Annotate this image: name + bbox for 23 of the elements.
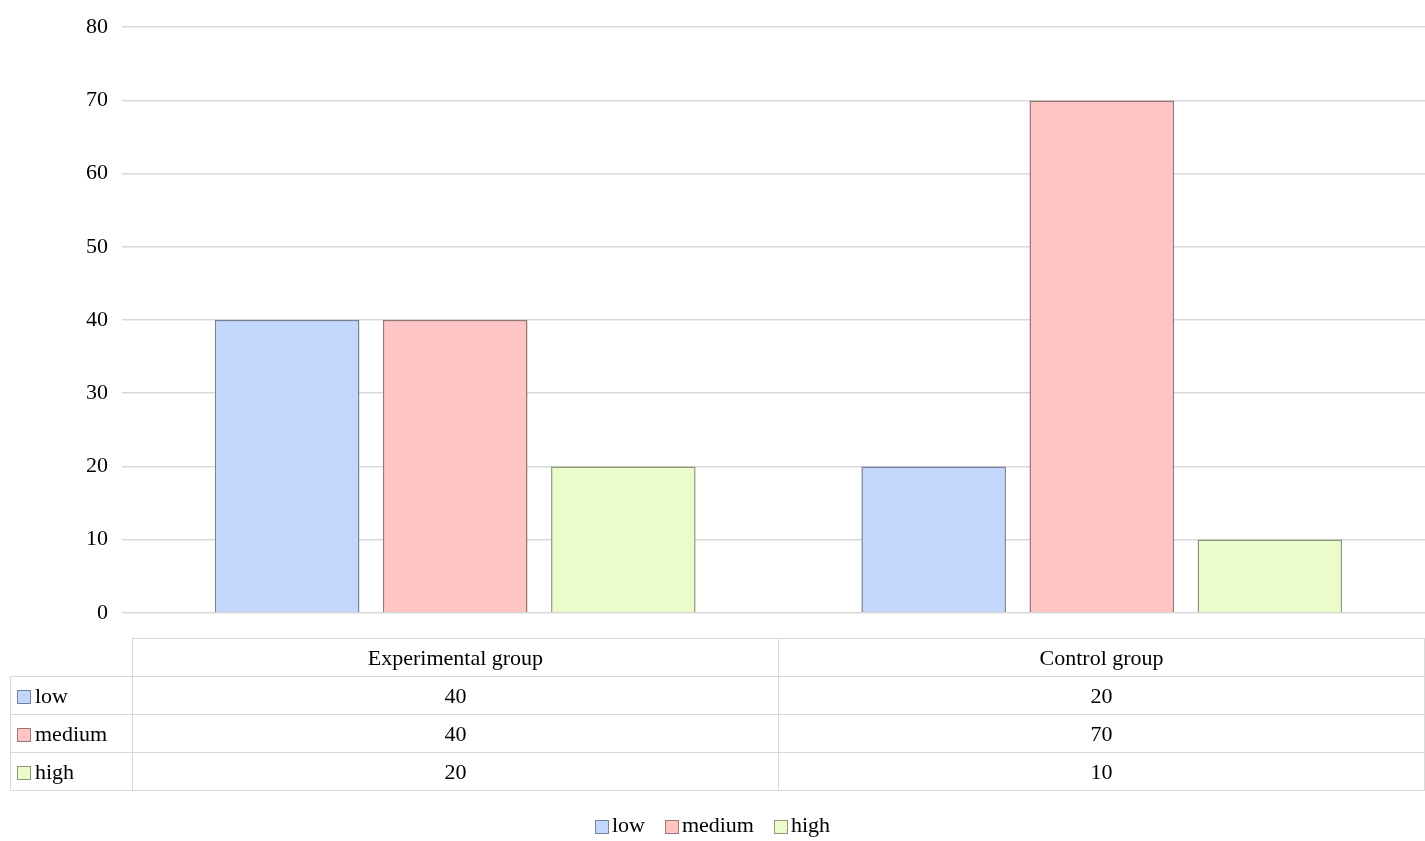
- text: low: [611, 812, 645, 837]
- data-label: 40: [132, 714, 779, 753]
- data-label: 20: [778, 676, 1425, 715]
- y-tick-label: 10: [86, 525, 108, 551]
- x-tick-label: Experimental group: [132, 638, 779, 677]
- data-label: 10: [778, 752, 1425, 791]
- legend-label: high: [790, 812, 831, 837]
- y-tick-label: 30: [86, 378, 108, 404]
- text: high: [35, 758, 75, 784]
- data-label: 20: [132, 752, 779, 791]
- y-tick-label: 20: [86, 452, 108, 478]
- y-tick-label: 60: [86, 159, 108, 185]
- text: medium: [35, 720, 108, 746]
- data-label: 70: [778, 714, 1425, 753]
- legend-label: low: [10, 676, 133, 715]
- y-tick-label: 0: [97, 598, 108, 624]
- x-tick-label: Control group: [778, 638, 1425, 677]
- y-tick-label: 40: [86, 305, 108, 331]
- legend-label: medium: [680, 812, 754, 837]
- y-tick-label: 50: [86, 232, 108, 258]
- data-label: 40: [132, 676, 779, 715]
- y-tick-label: 80: [86, 12, 108, 38]
- y-tick-label: 70: [86, 86, 108, 112]
